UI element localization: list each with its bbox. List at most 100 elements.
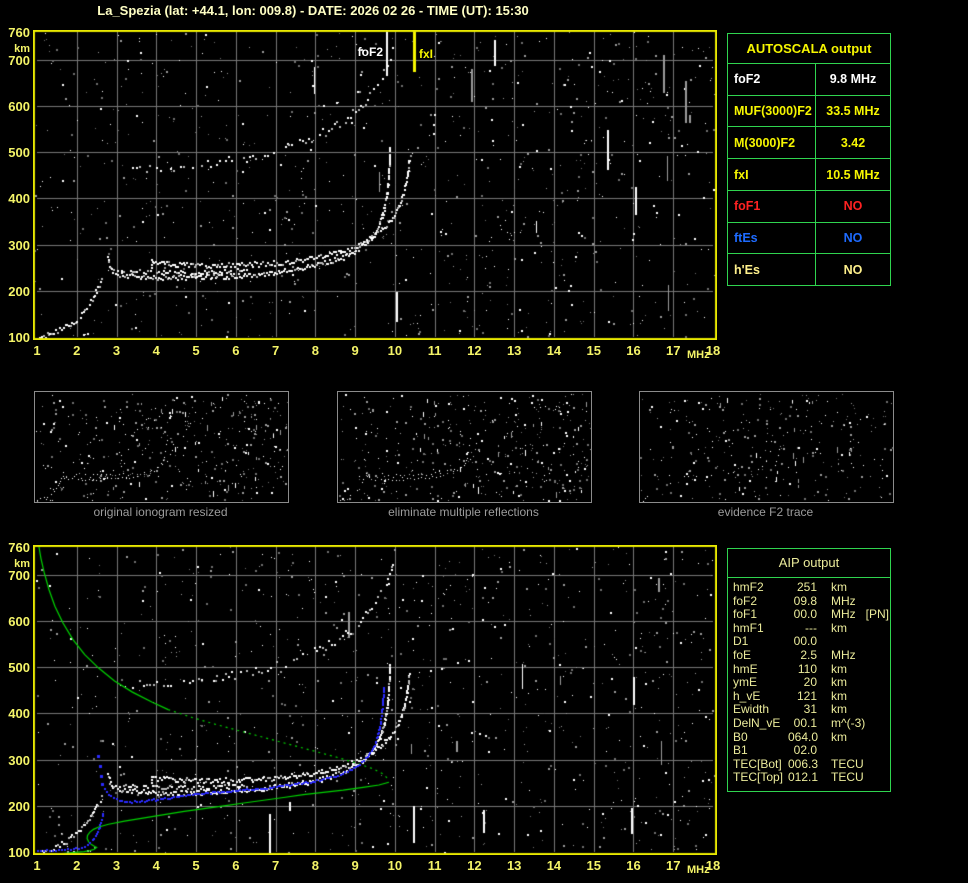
- param-value: 2.5: [800, 647, 817, 662]
- param-unit: km: [831, 580, 847, 594]
- thumbnail-evidence-f2-trace: [639, 391, 894, 503]
- y-axis-label: 400: [8, 706, 30, 722]
- ionogram-bottom-canvas: [33, 545, 717, 855]
- x-axis-label: 17: [666, 343, 681, 358]
- autoscala-row: ftEs NO: [728, 222, 890, 255]
- aip-table-rows: hmF2 251 km foF2 09.8 MHz foF1 00.0 MHz [PN] hmF1 -…: [728, 578, 890, 785]
- x-axis-label: 8: [311, 343, 319, 358]
- x-axis-unit-top: MHz: [687, 349, 710, 361]
- param-unit: km: [831, 661, 847, 676]
- param-note: [PN]: [865, 607, 890, 622]
- x-axis-label: 1: [33, 343, 41, 358]
- param-value: 10.5 MHz: [826, 167, 880, 182]
- aip-row: D1 00.0: [728, 635, 890, 649]
- x-axis-label: 14: [546, 343, 562, 358]
- param-unit: TECU: [831, 756, 864, 771]
- param-label: hmF2: [733, 580, 764, 594]
- y-axis-label: 100: [8, 845, 30, 860]
- x-axis-label: 1: [33, 858, 41, 873]
- thumbnail-eliminate-reflections: [337, 391, 592, 503]
- y-axis-label: 200: [8, 283, 30, 299]
- param-unit: m^(-3): [831, 715, 866, 730]
- x-axis-label: 8: [311, 858, 319, 873]
- x-axis-label: 11: [427, 858, 442, 873]
- autoscala-table-title: AUTOSCALA output: [728, 34, 890, 64]
- param-unit: km: [831, 702, 847, 717]
- x-axis-label: 13: [506, 343, 522, 358]
- param-label: TEC[Top]: [733, 770, 784, 785]
- param-value: 00.1: [793, 715, 817, 730]
- param-label: ftEs: [728, 222, 816, 254]
- x-axis-label: 2: [73, 858, 81, 873]
- aip-row: B0 064.0 km: [728, 730, 890, 745]
- thumbnail-caption: original ionogram resized: [93, 505, 228, 519]
- param-label: foF1: [733, 607, 758, 622]
- fxi-marker-label: fxI: [419, 47, 434, 61]
- y-axis-label: 700: [8, 567, 30, 583]
- x-axis-label: 14: [546, 858, 562, 873]
- x-axis-label: 2: [73, 343, 81, 358]
- x-axis-label: 6: [232, 343, 240, 358]
- aip-table-title: AIP output: [728, 549, 890, 578]
- param-label: MUF(3000)F2: [728, 95, 816, 127]
- aip-row: hmF1 --- km: [728, 620, 890, 636]
- param-value: 00.0: [793, 607, 817, 622]
- aip-row: DelN_vE 00.1 m^(-3): [728, 715, 890, 731]
- param-value: NO: [843, 199, 863, 214]
- aip-row: hmE 110 km: [728, 661, 890, 677]
- thumbnail-caption: eliminate multiple reflections: [388, 505, 539, 519]
- x-axis-label: 4: [152, 343, 160, 358]
- y-axis-label: 500: [8, 660, 30, 676]
- x-axis-label: 18: [705, 858, 721, 873]
- station-title: La_Spezia (lat: +44.1, lon: 009.8) - DAT…: [97, 3, 529, 18]
- param-value: 9.8 MHz: [829, 72, 877, 87]
- y-axis-unit-top: km: [14, 43, 30, 55]
- y-axis-label: 500: [8, 145, 30, 161]
- thumbnail-caption: evidence F2 trace: [717, 505, 814, 519]
- param-value: 110: [797, 661, 817, 676]
- param-unit: km: [831, 620, 847, 635]
- x-axis-label: 15: [586, 343, 601, 358]
- param-value: 31: [803, 702, 817, 717]
- param-label: Ewidth: [733, 702, 770, 717]
- autoscala-row: M(3000)F2 3.42: [728, 127, 890, 160]
- x-axis-label: 11: [427, 343, 442, 358]
- y-axis-label: 600: [8, 98, 30, 114]
- aip-row: foF2 09.8 MHz: [728, 593, 890, 609]
- x-axis-label: 13: [506, 858, 522, 873]
- x-axis-label: 4: [152, 858, 160, 873]
- param-value: 00.0: [793, 634, 817, 649]
- autoscala-row: fxI 10.5 MHz: [728, 159, 890, 191]
- aip-row: foF1 00.0 MHz [PN]: [728, 608, 890, 622]
- param-label: foE: [733, 647, 752, 662]
- x-axis-label: 5: [192, 343, 200, 358]
- y-axis-label: 760: [8, 25, 30, 40]
- x-axis-label: 3: [112, 858, 121, 873]
- param-unit: TECU: [831, 770, 864, 785]
- param-value: NO: [843, 230, 863, 245]
- aip-row: B1 02.0: [728, 744, 890, 758]
- x-axis-label: 5: [192, 858, 200, 873]
- param-label: hmF1: [733, 620, 764, 635]
- param-label: foF1: [728, 190, 816, 222]
- param-label: DelN_vE: [733, 715, 781, 730]
- x-axis-label: 10: [387, 343, 403, 358]
- autoscala-row: MUF(3000)F2 33.5 MHz: [728, 95, 890, 128]
- param-unit: MHz: [831, 607, 856, 622]
- param-label: ymE: [733, 675, 757, 690]
- param-value: NO: [843, 262, 863, 277]
- aip-row: h_vE 121 km: [728, 689, 890, 704]
- aip-row: foE 2.5 MHz: [728, 647, 890, 663]
- thumbnail-original-ionogram: [34, 391, 289, 503]
- fof2-marker-label: foF2: [357, 45, 383, 59]
- x-axis-label: 9: [351, 858, 359, 873]
- x-axis-label: 6: [232, 858, 240, 873]
- y-axis-label: 700: [8, 52, 30, 68]
- autoscala-row: foF1 NO: [728, 190, 890, 223]
- y-axis-label: 400: [8, 191, 30, 207]
- y-axis-label: 200: [8, 798, 30, 814]
- x-axis-unit-bottom: MHz: [687, 864, 710, 876]
- param-label: D1: [733, 634, 749, 649]
- aip-row: TEC[Bot] 006.3 TECU: [728, 756, 890, 772]
- param-unit: MHz: [831, 593, 856, 608]
